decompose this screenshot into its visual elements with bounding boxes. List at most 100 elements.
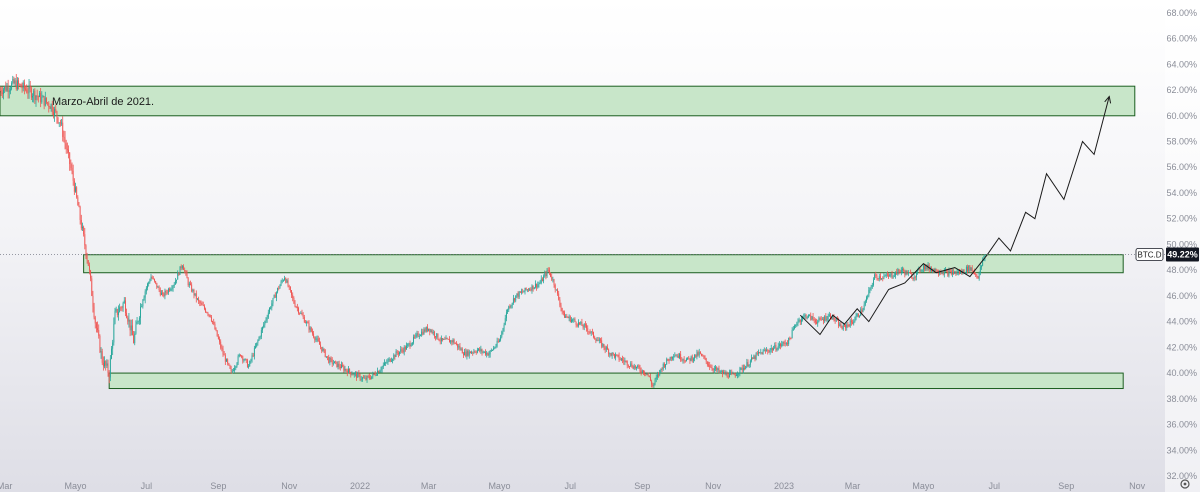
candle [497,338,498,348]
candle [4,86,5,93]
candle [345,366,346,372]
candle [957,269,958,275]
candle [184,267,185,273]
candle [206,311,207,313]
candle [785,339,786,346]
candle [636,367,637,371]
candle [277,288,278,294]
candle [249,360,250,366]
candle [76,186,77,199]
candle [456,341,457,345]
candle [743,365,744,374]
candle [116,307,117,313]
candle [117,309,118,318]
candle [397,350,398,355]
candle [721,370,722,372]
y-tick-label: 40.00% [1166,368,1197,378]
candle [217,330,218,337]
candle [29,79,30,99]
candle [369,373,370,379]
candle [527,289,528,292]
candle [108,360,109,377]
candle [26,84,27,93]
candle [722,370,723,377]
candle [878,278,879,281]
candle [293,296,294,304]
candle [483,351,484,354]
candle [419,334,420,340]
candle [1,87,2,96]
candle [77,195,78,205]
candle [900,270,901,274]
candle [262,326,263,333]
candle [383,362,384,369]
candle [575,317,576,322]
candle [37,90,38,101]
candle [951,269,952,276]
candle [604,344,605,350]
candle [944,268,945,277]
candle [246,359,247,363]
candle [62,116,63,141]
candle [239,353,240,357]
candle [66,140,67,154]
candle [401,347,402,353]
candle [586,323,587,331]
candle [343,365,344,373]
candle [820,317,821,321]
candle [606,346,607,352]
candle [356,371,357,380]
candle [635,365,636,370]
candle [285,277,286,283]
candle [886,272,887,278]
candle [158,286,159,288]
candle [202,301,203,305]
candle [389,357,390,362]
candle [18,78,19,90]
projection-path[interactable] [800,97,1109,335]
zone-1[interactable] [0,86,1135,116]
candle [659,370,660,376]
price-axis[interactable]: 68.00%66.00%64.00%62.00%60.00%58.00%56.0… [1136,0,1200,492]
symbol-badge[interactable]: BTC.D [1136,248,1163,260]
candle [65,131,66,149]
candle [693,357,694,362]
candle [637,365,638,369]
candle [768,350,769,353]
candle [331,356,332,362]
candle [487,352,488,356]
candle [146,286,147,294]
candle [757,351,758,356]
candle [248,364,249,369]
zone-3[interactable] [109,373,1123,388]
candle [647,373,648,375]
candle [84,228,85,249]
candle [204,304,205,310]
candle [197,298,198,300]
candle [111,346,112,359]
candle [299,312,300,315]
candle [298,307,299,315]
candle [214,322,215,330]
candle [876,274,877,281]
y-tick-label: 56.00% [1166,162,1197,172]
candle [899,269,900,275]
y-tick-label: 36.00% [1166,420,1197,430]
candle [475,350,476,353]
candle [25,85,26,91]
candle [269,307,270,314]
candle [789,337,790,341]
candle [432,329,433,334]
candle [903,268,904,272]
candle [771,345,772,353]
candle [271,300,272,310]
candle [278,286,279,291]
x-tick-label: 2022 [350,481,370,491]
candle [307,321,308,324]
candle [979,272,980,281]
y-tick-label: 62.00% [1166,85,1197,95]
candle [556,289,557,290]
